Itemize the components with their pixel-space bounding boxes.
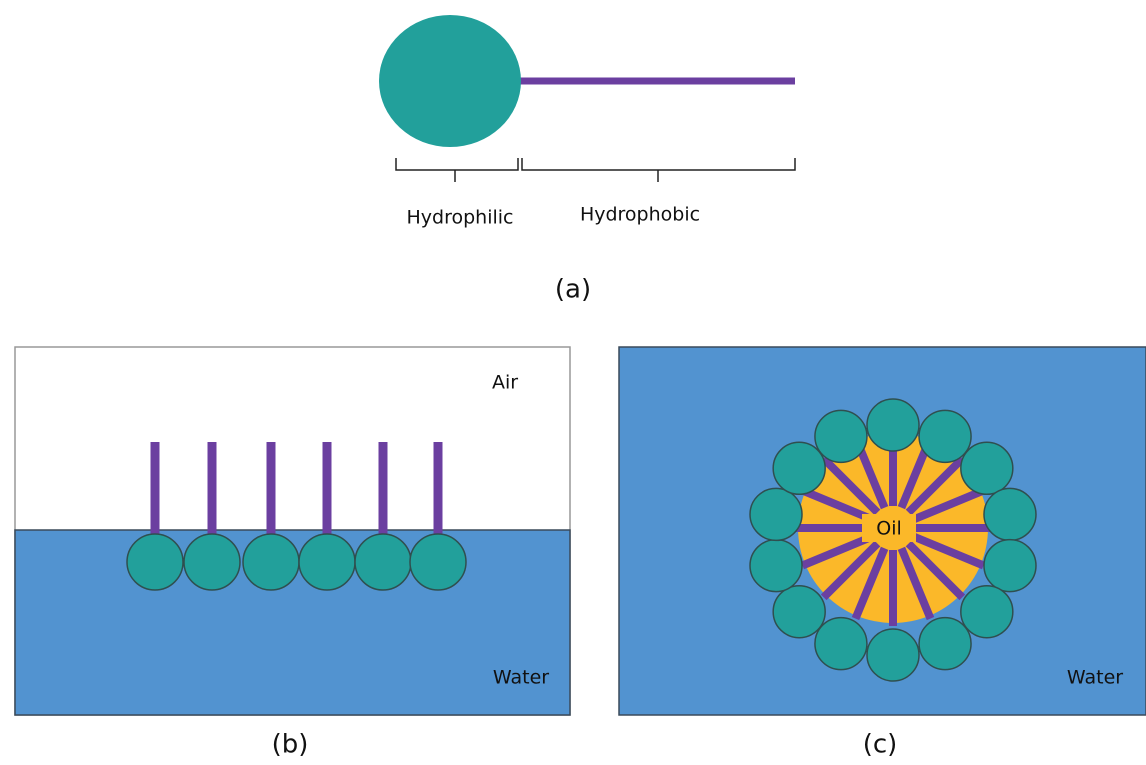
oil-label: Oil: [876, 518, 902, 540]
page: Hydrophilic Hydrophobic (a) Air Water (b…: [0, 0, 1146, 765]
head: [773, 442, 825, 494]
head-label: Hydrophilic: [407, 207, 514, 229]
head: [984, 488, 1036, 540]
head: [961, 442, 1013, 494]
water-label: Water: [493, 667, 549, 689]
head: [919, 618, 971, 670]
caption: (c): [863, 730, 898, 760]
water-label: Water: [1067, 667, 1123, 689]
tail-label: Hydrophobic: [580, 204, 700, 226]
head: [379, 15, 521, 147]
head: [984, 540, 1036, 592]
figure: Hydrophilic Hydrophobic (a) Air Water (b…: [0, 0, 1146, 765]
caption: (a): [555, 275, 591, 305]
head: [243, 534, 299, 590]
head: [815, 618, 867, 670]
head: [127, 534, 183, 590]
head: [815, 410, 867, 462]
air-label: Air: [492, 372, 518, 394]
brace: [522, 158, 795, 182]
head: [961, 586, 1013, 638]
head: [750, 540, 802, 592]
head: [867, 399, 919, 451]
head: [355, 534, 411, 590]
brace: [396, 158, 518, 182]
head: [184, 534, 240, 590]
head: [773, 586, 825, 638]
head: [919, 410, 971, 462]
caption: (b): [272, 730, 309, 760]
head: [299, 534, 355, 590]
head: [867, 629, 919, 681]
head: [410, 534, 466, 590]
head: [750, 488, 802, 540]
